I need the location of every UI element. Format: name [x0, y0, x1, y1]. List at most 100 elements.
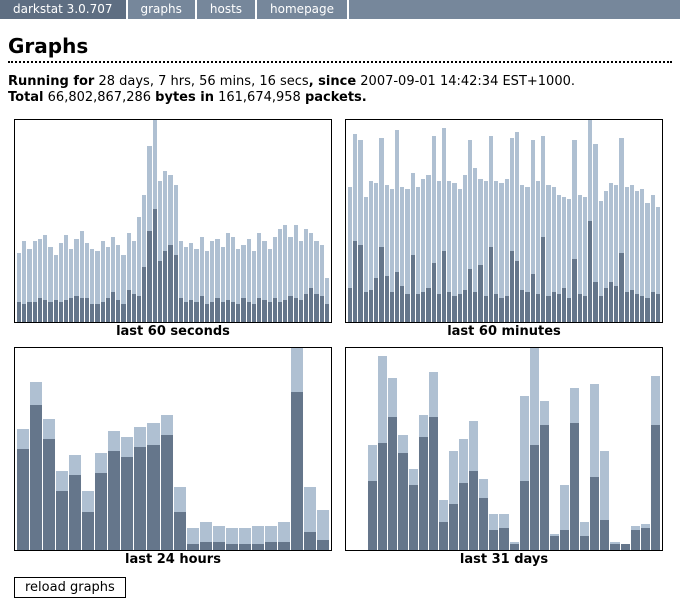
- stacked-bar: [56, 471, 69, 550]
- stacked-bar-dark-segment: [388, 416, 398, 550]
- stacked-bar-dark-segment: [539, 424, 549, 550]
- stacked-bar-dark-segment: [473, 291, 478, 322]
- uptime-line: Running for 28 days, 7 hrs, 56 mins, 16 …: [8, 74, 672, 90]
- stacked-bar: [43, 235, 48, 322]
- nav-item-graphs[interactable]: graphs: [127, 0, 195, 19]
- stacked-bar-dark-segment: [17, 301, 22, 322]
- stacked-bar-dark-segment: [126, 289, 131, 322]
- stacked-bar-dark-segment: [277, 301, 283, 322]
- stacked-bar: [95, 251, 100, 322]
- stacked-bar: [69, 249, 74, 322]
- top-nav: darkstat 3.0.707 graphs hosts homepage: [0, 0, 680, 19]
- stacked-bar-dark-segment: [374, 277, 379, 322]
- stacked-bar-dark-segment: [405, 293, 410, 322]
- stacked-bar: [529, 348, 539, 550]
- stacked-bar-dark-segment: [304, 531, 317, 550]
- stacked-bar: [353, 134, 358, 322]
- stacked-bar-dark-segment: [567, 297, 572, 322]
- stacked-bar: [624, 186, 629, 322]
- stacked-bar-dark-segment: [212, 541, 225, 550]
- stacked-bar-dark-segment: [178, 297, 183, 322]
- stacked-bar-dark-segment: [441, 251, 447, 322]
- stacked-bar: [504, 178, 509, 322]
- stacked-bar: [520, 184, 525, 322]
- stacked-bar-dark-segment: [225, 299, 230, 322]
- stacked-bar: [577, 194, 582, 322]
- stacked-bar-dark-segment: [462, 289, 468, 322]
- stacked-bar-dark-segment: [199, 541, 212, 550]
- stacked-bar-dark-segment: [121, 303, 126, 322]
- stacked-bar: [499, 182, 504, 322]
- stacked-bar: [17, 428, 30, 550]
- stacked-bar-dark-segment: [116, 299, 121, 322]
- stacked-bar-dark-segment: [452, 295, 457, 322]
- stacked-bar: [199, 521, 212, 550]
- stacked-bar: [82, 491, 95, 550]
- stacked-bar-dark-segment: [298, 299, 304, 322]
- stacked-bar-dark-segment: [236, 303, 241, 322]
- stacked-bar: [588, 120, 593, 322]
- stacked-bar-dark-segment: [457, 293, 462, 322]
- stacked-bar: [426, 174, 431, 322]
- chart-caption: last 60 minutes: [447, 324, 561, 339]
- stacked-bar-dark-segment: [152, 208, 157, 322]
- stacked-bar-dark-segment: [147, 231, 152, 322]
- stacked-bar: [241, 245, 246, 322]
- stacked-bar-dark-segment: [137, 295, 142, 322]
- chart-canvas-last-60-minutes: [345, 119, 663, 323]
- stacked-bar: [304, 487, 317, 550]
- stacked-bar-dark-segment: [580, 535, 590, 550]
- stacked-bar: [246, 239, 251, 322]
- reload-graphs-button[interactable]: reload graphs: [14, 577, 126, 598]
- stacked-bar-dark-segment: [220, 301, 225, 322]
- stacked-bar-dark-segment: [90, 303, 95, 322]
- stacked-bar-dark-segment: [358, 245, 363, 322]
- nav-item-homepage[interactable]: homepage: [257, 0, 348, 19]
- stacked-bar-dark-segment: [84, 297, 90, 322]
- stacked-bar: [428, 372, 438, 550]
- stacked-bar: [438, 499, 448, 550]
- stacked-bar-dark-segment: [262, 299, 267, 322]
- stacked-bar: [304, 229, 309, 322]
- stacked-bar-dark-segment: [561, 287, 567, 322]
- stacked-bar: [389, 188, 394, 322]
- stacked-bar-dark-segment: [27, 301, 32, 322]
- stacked-bar: [478, 178, 483, 322]
- stacked-bar: [126, 233, 131, 322]
- stacked-bar: [184, 247, 189, 322]
- stacked-bar-dark-segment: [173, 255, 178, 322]
- stacked-bar-dark-segment: [630, 529, 640, 550]
- stacked-bar-dark-segment: [546, 295, 551, 322]
- stacked-bar: [173, 487, 186, 550]
- stacked-bar: [515, 132, 520, 322]
- stacked-bar: [614, 184, 619, 322]
- stacked-bar-dark-segment: [488, 247, 494, 322]
- stacked-bar-dark-segment: [650, 424, 660, 550]
- stacked-bar-dark-segment: [640, 527, 650, 550]
- chart-caption: last 60 seconds: [116, 324, 230, 339]
- stacked-bar: [90, 249, 95, 322]
- stacked-bar: [84, 243, 90, 322]
- stacked-bar: [374, 182, 379, 322]
- stacked-bar-dark-segment: [499, 297, 504, 322]
- stacked-bar-dark-segment: [215, 297, 220, 322]
- stacked-bar: [212, 525, 225, 550]
- stacked-bar-dark-segment: [160, 434, 173, 550]
- stacked-bar-dark-segment: [95, 473, 108, 550]
- stacked-bar: [519, 396, 529, 550]
- stacked-bar: [48, 247, 53, 322]
- stacked-bar: [590, 384, 600, 550]
- stacked-bar-dark-segment: [37, 297, 43, 322]
- stacked-bar: [546, 184, 551, 322]
- stacked-bar: [650, 194, 655, 322]
- stacked-bar: [418, 414, 428, 550]
- stacked-bar: [160, 414, 173, 550]
- stacked-bar: [572, 140, 577, 322]
- stacked-bar-dark-segment: [317, 539, 330, 550]
- stacked-bar: [394, 130, 400, 322]
- stacked-bar-dark-segment: [194, 301, 199, 322]
- stacked-bar-dark-segment: [168, 245, 173, 322]
- stacked-bar: [488, 136, 494, 322]
- stacked-bar-dark-segment: [157, 261, 163, 322]
- nav-item-hosts[interactable]: hosts: [196, 0, 256, 19]
